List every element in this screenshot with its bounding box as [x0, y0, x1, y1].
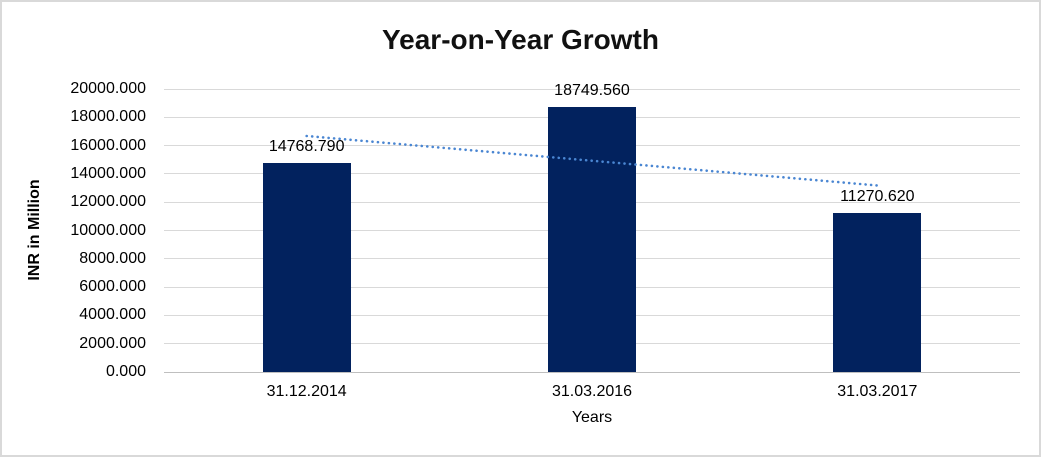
y-tick-label: 2000.000 — [79, 334, 146, 352]
bar-data-label: 11270.620 — [840, 187, 915, 205]
y-tick-label: 18000.000 — [70, 108, 146, 126]
y-tick-label: 0.000 — [105, 363, 146, 380]
x-category-label: 31.12.2014 — [266, 383, 347, 400]
y-tick-label: 8000.000 — [79, 249, 146, 267]
y-tick-label: 6000.000 — [79, 278, 146, 296]
bar-31.12.2014 — [262, 163, 351, 372]
x-category-label: 31.03.2017 — [837, 383, 918, 400]
y-tick-label: 16000.000 — [70, 136, 146, 154]
y-tick-label: 10000.000 — [70, 221, 146, 239]
bar-31.03.2017 — [833, 212, 922, 372]
y-tick-label: 4000.000 — [79, 306, 146, 324]
bar-data-label: 18749.560 — [554, 81, 630, 99]
x-axis-line — [164, 371, 1020, 373]
bar-31.03.2016 — [548, 106, 636, 372]
gridline — [164, 88, 1020, 90]
y-tick-label: 14000.000 — [70, 164, 146, 182]
x-axis-title: Years — [571, 409, 613, 426]
y-tick-label: 20000.000 — [70, 80, 146, 97]
chart-title: Year-on-Year Growth — [382, 24, 659, 55]
x-category-label: 31.03.2016 — [551, 383, 633, 400]
bar-data-label: 14768.790 — [268, 138, 345, 156]
y-tick-label: 12000.000 — [70, 193, 146, 211]
